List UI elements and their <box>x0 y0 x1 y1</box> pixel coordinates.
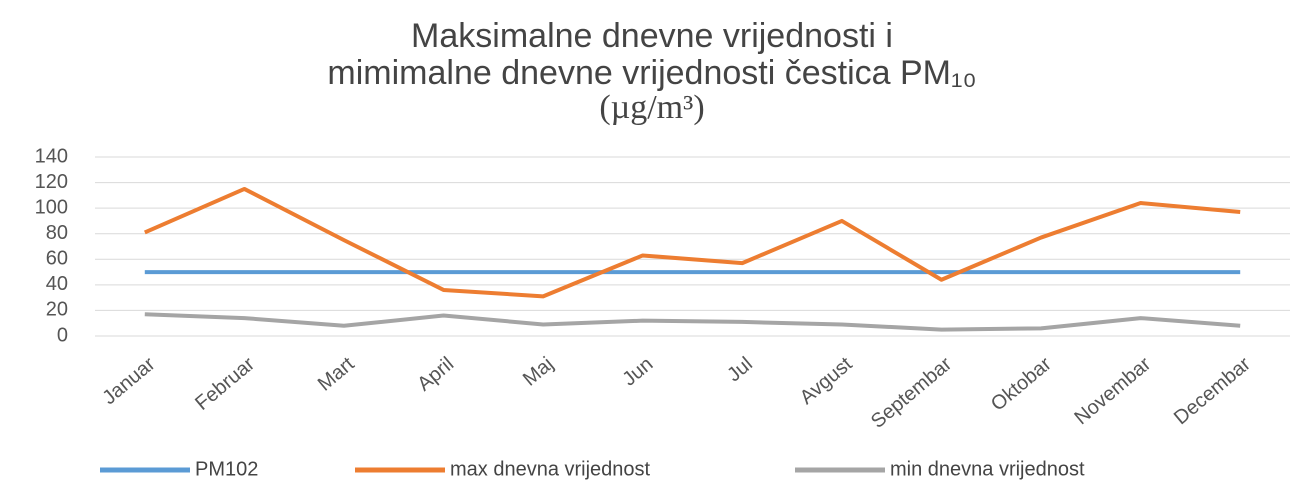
x-tick-label: Februar <box>191 353 259 415</box>
x-tick-label: Oktobar <box>987 353 1056 416</box>
x-tick-label: Januar <box>98 353 159 409</box>
y-tick-label: 120 <box>35 171 68 193</box>
x-tick-label: Maj <box>519 353 558 391</box>
x-tick-label: Avgust <box>796 353 857 409</box>
x-tick-label: Septembar <box>867 353 956 433</box>
x-tick-label: Decembar <box>1170 353 1255 429</box>
y-tick-label: 80 <box>46 222 68 244</box>
x-tick-label: Mart <box>314 353 359 396</box>
data-line <box>144 312 1241 332</box>
data-line <box>143 186 1241 299</box>
x-tick-label: Jun <box>618 353 657 391</box>
y-tick-label: 140 <box>35 145 68 167</box>
chart-title-line: mimimalne dnevne vrijednosti čestica PM₁… <box>327 54 976 92</box>
x-tick-label: April <box>413 353 458 396</box>
x-tick-label: Jul <box>723 353 757 386</box>
y-tick-label: 0 <box>57 324 68 346</box>
legend-label: PM102 <box>195 458 258 480</box>
y-tick-label: 60 <box>46 248 68 270</box>
legend-label: max dnevna vrijednost <box>450 458 651 480</box>
y-tick-label: 40 <box>46 273 68 295</box>
x-tick-label: Novembar <box>1070 353 1155 429</box>
legend-label: min dnevna vrijednost <box>890 458 1085 480</box>
y-tick-label: 20 <box>46 299 68 321</box>
chart-title-line: (µg/m³) <box>599 89 704 126</box>
chart-title-line: Maksimalne dnevne vrijednosti i <box>411 17 893 55</box>
y-tick-label: 100 <box>35 196 68 218</box>
